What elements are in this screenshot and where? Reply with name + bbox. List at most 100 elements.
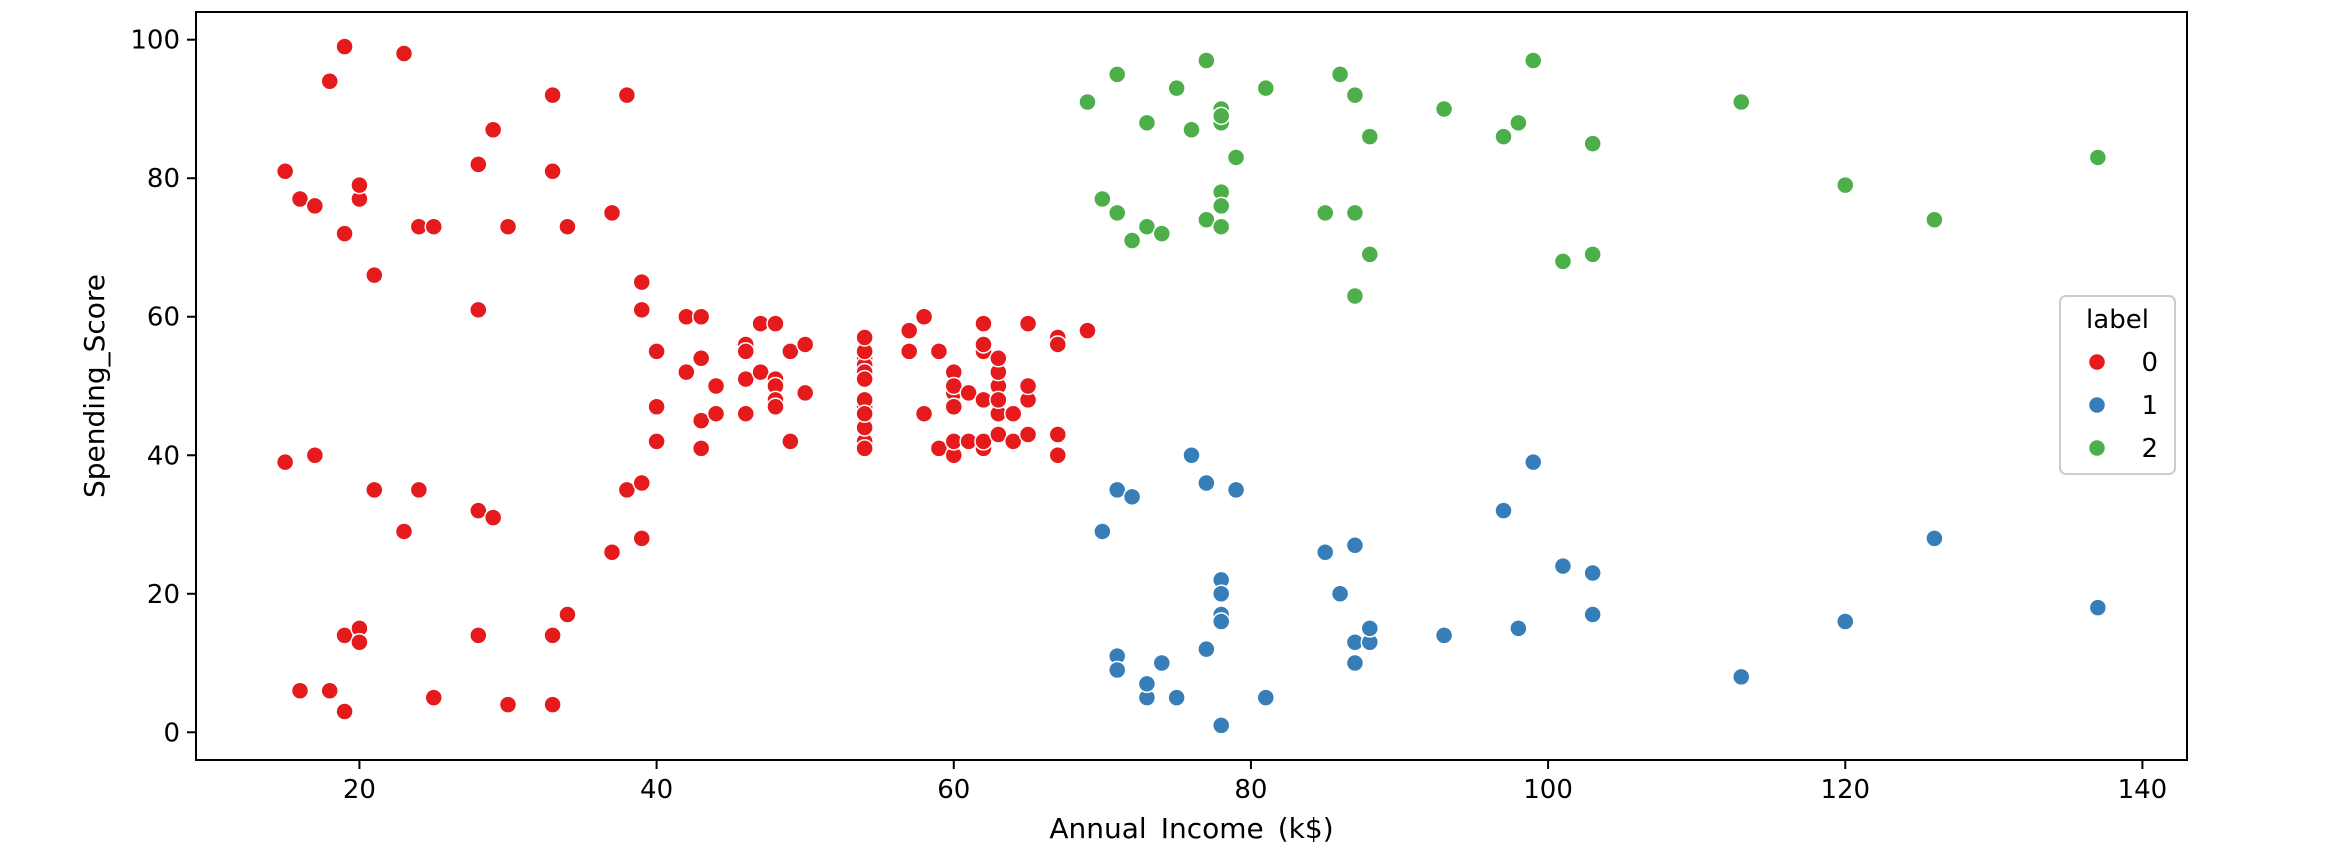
x-tick-label: 20 [343,775,376,805]
data-point-label-1 [1583,605,1602,624]
data-point-label-0 [974,314,993,333]
x-tick-label: 100 [1523,775,1573,805]
data-point-label-0 [1018,425,1038,444]
y-tick-label: 80 [147,164,180,194]
y-tick-label: 60 [147,303,180,333]
data-point-label-2 [1197,210,1216,230]
data-point-label-1 [1107,660,1127,680]
data-point-label-0 [795,383,815,403]
data-point-label-0 [929,342,949,361]
data-point-label-0 [736,369,756,389]
data-point-label-0 [899,321,919,340]
data-point-label-0 [706,376,726,396]
data-point-label-0 [335,626,354,645]
legend: label 0 1 2 [2059,295,2176,475]
data-point-label-0 [974,432,993,451]
data-point-label-1 [1211,716,1231,735]
data-point-label-2 [1494,127,1513,146]
data-point-label-0 [781,342,800,361]
data-point-label-0 [989,349,1008,368]
data-point-label-2 [1197,51,1216,70]
data-point-label-0 [691,439,711,458]
data-point-label-0 [290,189,310,209]
data-point-label-0 [914,404,934,423]
data-point-label-0 [290,681,310,700]
data-point-label-0 [543,695,562,714]
data-point-label-1 [1197,473,1216,493]
data-point-label-2 [1345,203,1365,223]
data-point-label-2 [1523,51,1543,70]
data-point-label-2 [1434,99,1454,119]
data-point-label-2 [1093,189,1112,209]
data-point-label-0 [394,522,414,541]
data-point-label-0 [989,390,1008,410]
data-point-label-0 [766,397,785,417]
data-point-label-0 [1018,376,1038,396]
data-point-label-1 [1732,667,1751,687]
data-point-label-2 [1137,113,1157,133]
data-point-label-2 [1315,203,1335,223]
data-point-label-1 [1583,563,1602,583]
legend-label-2: 2 [2141,434,2158,464]
data-point-label-0 [335,224,354,243]
data-point-label-0 [855,439,874,458]
y-tick-label: 40 [147,441,180,471]
data-point-label-1 [1509,619,1528,638]
data-point-label-0 [632,473,651,493]
x-axis-label: Annual_Income_(k$) [1049,812,1333,842]
data-point-label-0 [736,404,756,423]
data-point-label-0 [335,37,354,56]
data-point-label-0 [706,404,726,423]
data-point-label-0 [1018,314,1038,333]
data-point-label-1 [1197,639,1216,659]
data-point-label-0 [1048,335,1068,354]
data-point-label-1 [1315,542,1335,562]
legend-entries: 0 1 2 [2087,348,2158,464]
data-points [275,37,2108,735]
data-point-label-0 [543,162,562,181]
data-point-label-0 [1003,432,1023,451]
data-point-label-2 [1583,134,1602,153]
legend-title: label [2086,305,2149,335]
data-point-label-1 [1330,584,1350,604]
data-point-label-0 [795,335,815,354]
data-point-label-0 [632,529,651,548]
data-point-label-0 [602,203,622,223]
data-point-label-0 [647,342,666,361]
y-tick-label: 100 [130,26,180,56]
data-point-label-0 [736,342,756,361]
data-point-label-0 [543,626,562,645]
data-point-label-1 [1122,487,1142,507]
data-point-label-0 [1048,425,1068,444]
data-point-label-0 [677,362,696,382]
data-point-label-0 [483,120,503,139]
data-point-label-0 [751,362,770,382]
data-point-label-2 [1836,175,1855,195]
data-point-label-2 [1360,127,1380,146]
data-point-label-0 [469,501,488,520]
data-point-label-2 [1152,224,1172,243]
data-point-label-0 [350,175,369,195]
y-tick-label: 20 [147,580,180,610]
data-point-label-2 [1330,65,1350,84]
data-point-label-2 [1167,78,1186,98]
data-point-label-1 [1494,501,1513,520]
data-point-label-1 [1226,480,1246,500]
data-point-label-0 [1048,446,1068,465]
data-point-label-2 [1925,210,1944,230]
data-point-label-0 [365,480,384,500]
legend-marker-2 [2087,438,2107,458]
data-point-label-2 [1211,106,1231,126]
data-point-label-0 [899,342,919,361]
data-point-label-2 [1107,65,1127,84]
data-point-label-0 [1078,321,1097,340]
data-point-label-0 [365,265,384,285]
data-point-label-1 [1836,612,1855,631]
data-point-label-0 [855,328,874,347]
data-point-label-0 [409,480,429,500]
data-point-label-2 [1732,92,1751,112]
data-point-label-0 [305,446,325,465]
data-point-label-0 [691,307,711,326]
data-point-label-0 [275,452,295,472]
legend-label-1: 1 [2141,391,2158,421]
